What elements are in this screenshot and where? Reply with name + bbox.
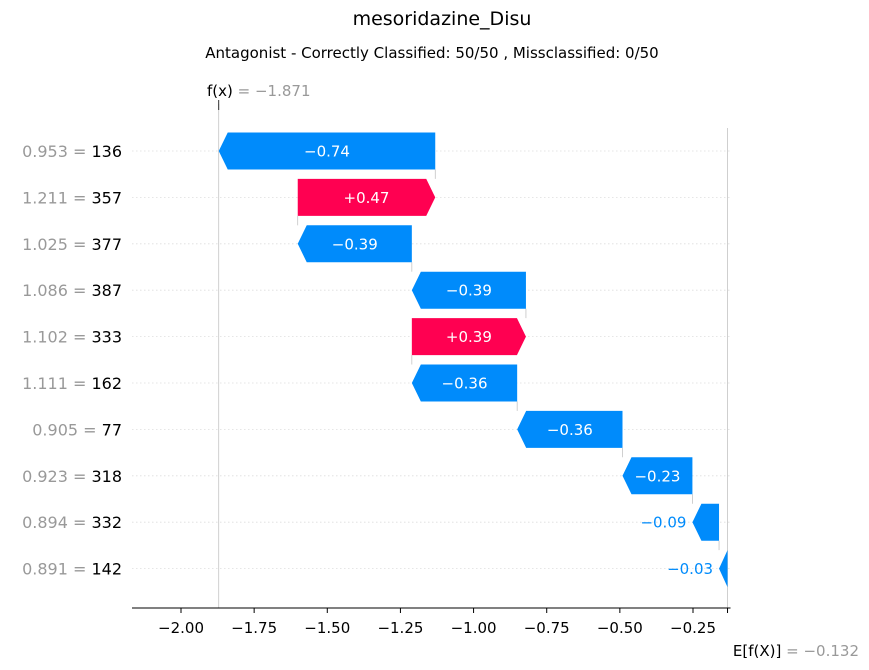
feature-name: 142 xyxy=(91,560,122,579)
feature-label: 0.905 = 77 xyxy=(32,420,122,439)
waterfall-bar xyxy=(517,410,623,448)
efx-annotation: E[f(X)] = −0.132 xyxy=(733,642,859,660)
feature-name: 333 xyxy=(91,328,122,347)
waterfall-bar xyxy=(218,132,436,170)
x-tick-label: −0.25 xyxy=(670,619,716,637)
bar-value-label: +0.47 xyxy=(344,189,390,207)
x-tick-label: −1.00 xyxy=(451,619,497,637)
bar-value-label: +0.39 xyxy=(446,328,492,346)
grid-layer xyxy=(132,100,731,608)
x-tick-label: −0.75 xyxy=(524,619,570,637)
annotations: f(x) = −1.871 E[f(X)] = −0.132 xyxy=(207,82,859,660)
chart-subtitle: Antagonist - Correctly Classified: 50/50… xyxy=(205,44,658,62)
feature-name: 387 xyxy=(91,281,122,300)
feature-name: 136 xyxy=(91,142,122,161)
x-tick-label: −1.50 xyxy=(304,619,350,637)
feature-name: 162 xyxy=(91,374,122,393)
feature-label: 0.923 = 318 xyxy=(22,467,122,486)
fx-value: = −1.871 xyxy=(238,82,311,100)
feature-labels: 0.953 = 136 1.211 = 357 1.025 = 377 1.086 =… xyxy=(22,142,122,579)
bar-value-label: −0.36 xyxy=(442,375,488,393)
feature-name: 77 xyxy=(102,420,122,439)
feature-value: 1.025 = xyxy=(22,235,91,254)
feature-name: 377 xyxy=(91,235,122,254)
waterfall-bar xyxy=(297,225,412,263)
bar-value-label: −0.74 xyxy=(304,143,350,161)
waterfall-bar xyxy=(411,318,526,356)
bar-value-label: −0.23 xyxy=(634,467,680,485)
feature-value: 1.211 = xyxy=(22,188,91,207)
x-tick-label: −1.25 xyxy=(377,619,423,637)
bar-value-label: −0.39 xyxy=(332,235,378,253)
feature-name: 357 xyxy=(91,188,122,207)
feature-value: 0.891 = xyxy=(22,560,91,579)
feature-label: 1.111 = 162 xyxy=(22,374,122,393)
feature-value: 1.102 = xyxy=(22,328,91,347)
feature-label: 0.891 = 142 xyxy=(22,560,122,579)
feature-value: 0.894 = xyxy=(22,513,91,532)
waterfall-bar xyxy=(411,364,518,402)
bars-layer: −0.74 +0.47 −0.39 −0.39 +0.39 −0.36 −0.36 −0.23… xyxy=(218,132,728,588)
efx-label: E[f(X)] xyxy=(733,642,786,660)
feature-label: 1.086 = 387 xyxy=(22,281,122,300)
waterfall-bar xyxy=(692,503,720,541)
x-tick-label: −0.50 xyxy=(597,619,643,637)
feature-label: 1.025 = 377 xyxy=(22,235,122,254)
efx-value: = −0.132 xyxy=(786,642,859,660)
bar-value-label: −0.39 xyxy=(446,282,492,300)
x-axis: −2.00 −1.75 −1.50 −1.25 −1.00 −0.75 −0.50 −0.25 xyxy=(132,607,731,637)
fx-annotation: f(x) = −1.871 xyxy=(207,82,311,100)
feature-value: 1.086 = xyxy=(22,281,91,300)
bar-value-label: −0.36 xyxy=(547,421,593,439)
bar-value-label: −0.03 xyxy=(667,560,713,578)
chart-title: mesoridazine_Disu xyxy=(353,8,532,30)
waterfall-bar xyxy=(622,457,693,495)
x-tick-label: −2.00 xyxy=(158,619,204,637)
fx-label: f(x) xyxy=(207,82,238,100)
feature-label: 1.211 = 357 xyxy=(22,188,122,207)
feature-label: 1.102 = 333 xyxy=(22,328,122,347)
feature-name: 332 xyxy=(91,513,122,532)
feature-label: 0.894 = 332 xyxy=(22,513,122,532)
feature-name: 318 xyxy=(91,467,122,486)
waterfall-bar xyxy=(297,178,436,216)
feature-value: 0.905 = xyxy=(32,420,101,439)
feature-value: 0.923 = xyxy=(22,467,91,486)
bar-value-label: −0.09 xyxy=(640,514,686,532)
waterfall-bar xyxy=(719,550,728,588)
feature-label: 0.953 = 136 xyxy=(22,142,122,161)
x-tick-label: −1.75 xyxy=(231,619,277,637)
feature-value: 1.111 = xyxy=(22,374,91,393)
waterfall-bar xyxy=(411,271,526,309)
feature-value: 0.953 = xyxy=(22,142,91,161)
